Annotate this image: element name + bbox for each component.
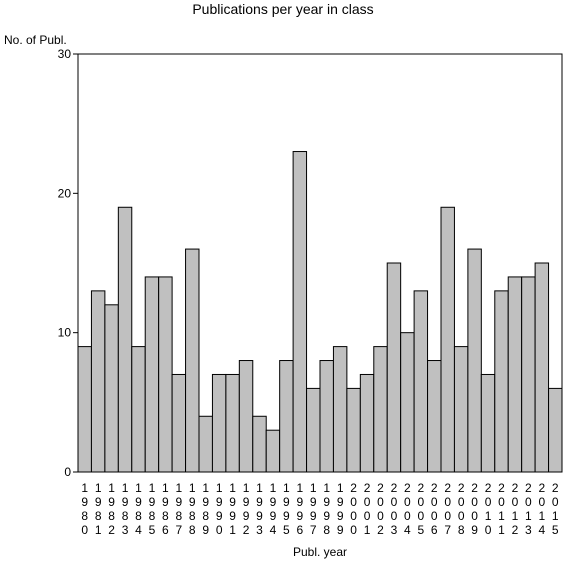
bar-2006: [427, 360, 442, 473]
bar-1980: [77, 346, 92, 473]
bar-1990: [211, 373, 227, 473]
bar-1998: [319, 360, 334, 473]
bar-2004: [400, 332, 415, 473]
bar-2002: [373, 346, 388, 473]
bar-2012: [507, 276, 523, 473]
bar-1984: [131, 346, 146, 473]
chart-title: Publications per year in class: [192, 1, 373, 17]
bar-2001: [359, 373, 375, 473]
bar-1993: [252, 415, 267, 473]
bar-2007: [440, 206, 455, 473]
bar-1987: [171, 373, 187, 473]
y-tick-label-10: 10: [58, 326, 72, 340]
bar-1986: [158, 276, 173, 473]
bar-1983: [117, 206, 133, 473]
y-tick-label-20: 20: [58, 186, 72, 200]
bar-2014: [534, 262, 550, 473]
bar-1999: [332, 346, 348, 473]
x-ticks-group: 1 9 8 0 1 9 8 1 1 9 8 2 1 9 8 3 1 9 8 4 1 9 8 5 1 9 8 6 1 9 8 7 1 9 8 8 1 9 8 9…: [81, 481, 559, 537]
y-axis-label: No. of Publ.: [4, 33, 67, 47]
bar-2005: [413, 290, 429, 473]
y-ticks-group: 0 10 20 30: [58, 47, 78, 479]
bar-2008: [453, 346, 469, 473]
bar-2009: [467, 248, 482, 473]
bars-group: [77, 151, 563, 473]
bar-2000: [346, 387, 361, 473]
bar-2015: [548, 387, 563, 473]
bar-1995: [279, 360, 294, 473]
y-tick-label-30: 30: [58, 47, 72, 61]
x-axis-label: Publ. year: [293, 545, 347, 559]
bar-1985: [144, 276, 160, 473]
bar-2011: [494, 290, 509, 473]
bar-2010: [480, 373, 496, 473]
bar-1996: [292, 151, 308, 473]
bar-1997: [306, 387, 321, 473]
bar-1991: [225, 373, 240, 473]
bar-1982: [104, 304, 119, 473]
bar-2003: [386, 262, 402, 473]
bar-2013: [521, 276, 536, 473]
bar-1992: [238, 360, 254, 473]
bar-1994: [265, 429, 281, 473]
bar-1989: [198, 415, 213, 473]
bar-1981: [90, 290, 106, 473]
bar-1988: [185, 248, 200, 473]
y-tick-label-0: 0: [64, 465, 71, 479]
